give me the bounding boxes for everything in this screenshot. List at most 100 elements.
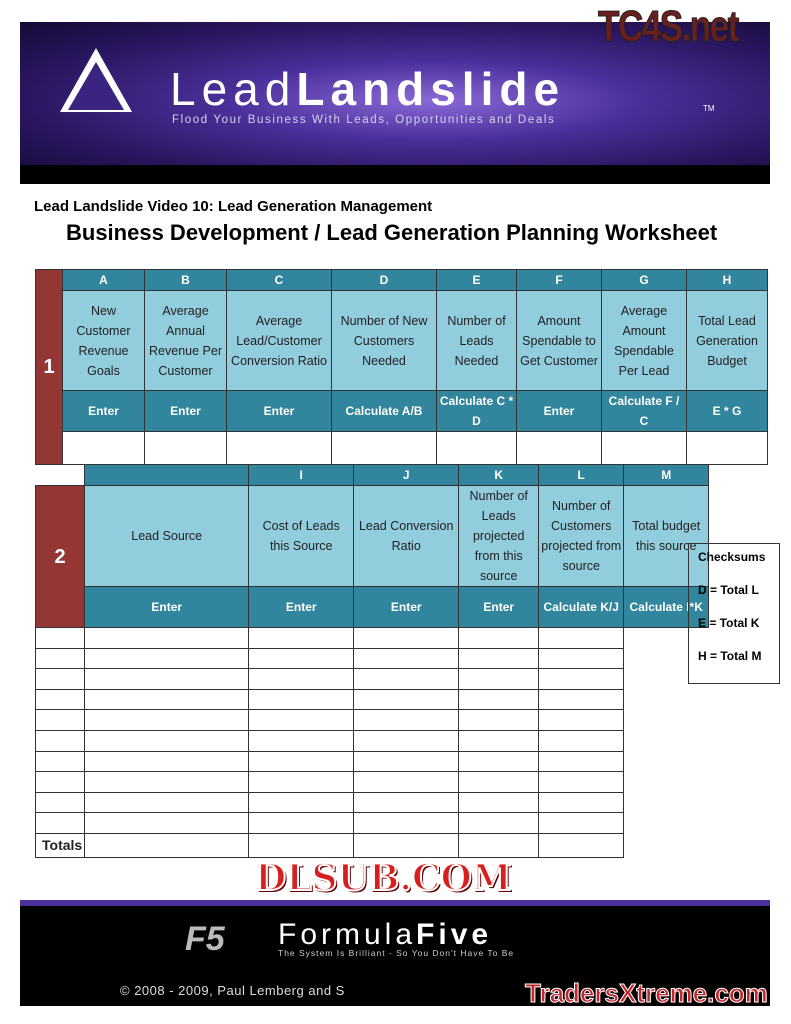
input-cell[interactable] bbox=[538, 832, 625, 858]
input-cell[interactable] bbox=[538, 627, 625, 649]
checksums-box: Checksums D = Total L E = Total K H = To… bbox=[688, 543, 780, 684]
input-cell[interactable] bbox=[248, 832, 355, 858]
input-cell[interactable] bbox=[84, 771, 250, 793]
column-letter: M bbox=[623, 464, 710, 486]
input-cell[interactable] bbox=[34, 812, 86, 834]
footer-brand-bold: Five bbox=[416, 918, 493, 951]
input-cell[interactable] bbox=[538, 709, 625, 731]
input-cell[interactable] bbox=[34, 627, 86, 649]
column-action: Calculate A/B bbox=[331, 390, 437, 432]
input-cell[interactable] bbox=[248, 812, 355, 834]
input-cell[interactable] bbox=[458, 709, 540, 731]
input-cell[interactable] bbox=[34, 647, 86, 670]
column-description: Number of Customers projected from sourc… bbox=[538, 485, 625, 587]
input-cell[interactable] bbox=[458, 647, 540, 670]
table-row bbox=[34, 812, 709, 834]
input-cell[interactable] bbox=[516, 431, 602, 465]
input-cell[interactable] bbox=[248, 709, 355, 731]
column-letter bbox=[84, 464, 250, 486]
column-letter: H bbox=[686, 269, 768, 291]
input-cell[interactable] bbox=[353, 771, 460, 793]
input-cell[interactable] bbox=[34, 771, 86, 793]
input-cell[interactable] bbox=[436, 431, 517, 465]
input-cell[interactable] bbox=[538, 688, 625, 711]
input-cell[interactable] bbox=[248, 791, 355, 814]
input-cell[interactable] bbox=[353, 729, 460, 752]
input-cell[interactable] bbox=[353, 647, 460, 670]
input-cell[interactable] bbox=[248, 750, 355, 773]
input-cell[interactable] bbox=[331, 431, 437, 465]
copyright: © 2008 - 2009, Paul Lemberg and S bbox=[120, 983, 345, 998]
input-cell[interactable] bbox=[84, 647, 250, 670]
input-cell[interactable] bbox=[62, 431, 145, 465]
input-cell[interactable] bbox=[248, 729, 355, 752]
input-cell[interactable] bbox=[248, 627, 355, 649]
input-cell[interactable] bbox=[458, 812, 540, 834]
column-action: Enter bbox=[516, 390, 602, 432]
input-cell[interactable] bbox=[34, 668, 86, 690]
input-cell[interactable] bbox=[84, 729, 250, 752]
column-action: Calculate K/J bbox=[538, 586, 625, 628]
brand-name: LeadLandslide bbox=[170, 66, 565, 112]
input-cell[interactable] bbox=[458, 750, 540, 773]
table-row bbox=[34, 688, 709, 711]
column-action: Enter bbox=[353, 586, 460, 628]
column-action: E * G bbox=[686, 390, 768, 432]
input-cell[interactable] bbox=[34, 791, 86, 814]
input-cell[interactable] bbox=[353, 668, 460, 690]
input-cell[interactable] bbox=[538, 791, 625, 814]
input-cell[interactable] bbox=[538, 729, 625, 752]
section-number: 1 bbox=[35, 269, 63, 465]
input-cell[interactable] bbox=[34, 709, 86, 731]
column-action: Enter bbox=[248, 586, 355, 628]
input-cell[interactable] bbox=[353, 750, 460, 773]
input-cell[interactable] bbox=[84, 791, 250, 814]
footer-brand-light: Formula bbox=[278, 918, 417, 951]
input-cell[interactable] bbox=[458, 668, 540, 690]
input-cell[interactable] bbox=[84, 709, 250, 731]
input-cell[interactable] bbox=[458, 729, 540, 752]
input-cell[interactable] bbox=[248, 647, 355, 670]
input-cell[interactable] bbox=[458, 832, 540, 858]
input-cell[interactable] bbox=[84, 750, 250, 773]
input-cell[interactable] bbox=[84, 832, 250, 858]
input-cell[interactable] bbox=[34, 729, 86, 752]
input-cell[interactable] bbox=[34, 750, 86, 773]
input-cell[interactable] bbox=[458, 771, 540, 793]
input-cell[interactable] bbox=[353, 688, 460, 711]
input-cell[interactable] bbox=[686, 431, 768, 465]
input-cell[interactable] bbox=[226, 431, 332, 465]
input-cell[interactable] bbox=[248, 668, 355, 690]
input-cell[interactable] bbox=[144, 431, 227, 465]
column-description: Average Lead/Customer Conversion Ratio bbox=[226, 290, 332, 391]
input-cell[interactable] bbox=[538, 812, 625, 834]
input-cell[interactable] bbox=[34, 688, 86, 711]
input-cell[interactable] bbox=[601, 431, 687, 465]
trademark: TM bbox=[703, 104, 715, 113]
input-cell[interactable] bbox=[538, 750, 625, 773]
input-cell[interactable] bbox=[353, 791, 460, 814]
checksum-item: H = Total M bbox=[698, 649, 762, 663]
column-action: Enter bbox=[84, 586, 250, 628]
input-cell[interactable] bbox=[353, 832, 460, 858]
input-cell[interactable] bbox=[84, 812, 250, 834]
column-letter: A bbox=[62, 269, 145, 291]
input-cell[interactable] bbox=[84, 627, 250, 649]
column-description: Total budget this source bbox=[623, 485, 710, 587]
input-cell[interactable] bbox=[353, 812, 460, 834]
page-title: Business Development / Lead Generation P… bbox=[66, 220, 718, 245]
input-cell[interactable] bbox=[538, 771, 625, 793]
footer-tagline: The System Is Brilliant - So You Don't H… bbox=[278, 948, 515, 958]
column-letter: L bbox=[538, 464, 625, 486]
input-cell[interactable] bbox=[458, 791, 540, 814]
input-cell[interactable] bbox=[84, 668, 250, 690]
input-cell[interactable] bbox=[538, 647, 625, 670]
input-cell[interactable] bbox=[458, 688, 540, 711]
input-cell[interactable] bbox=[353, 627, 460, 649]
input-cell[interactable] bbox=[248, 771, 355, 793]
input-cell[interactable] bbox=[353, 709, 460, 731]
input-cell[interactable] bbox=[458, 627, 540, 649]
input-cell[interactable] bbox=[84, 688, 250, 711]
input-cell[interactable] bbox=[248, 688, 355, 711]
input-cell[interactable] bbox=[538, 668, 625, 690]
